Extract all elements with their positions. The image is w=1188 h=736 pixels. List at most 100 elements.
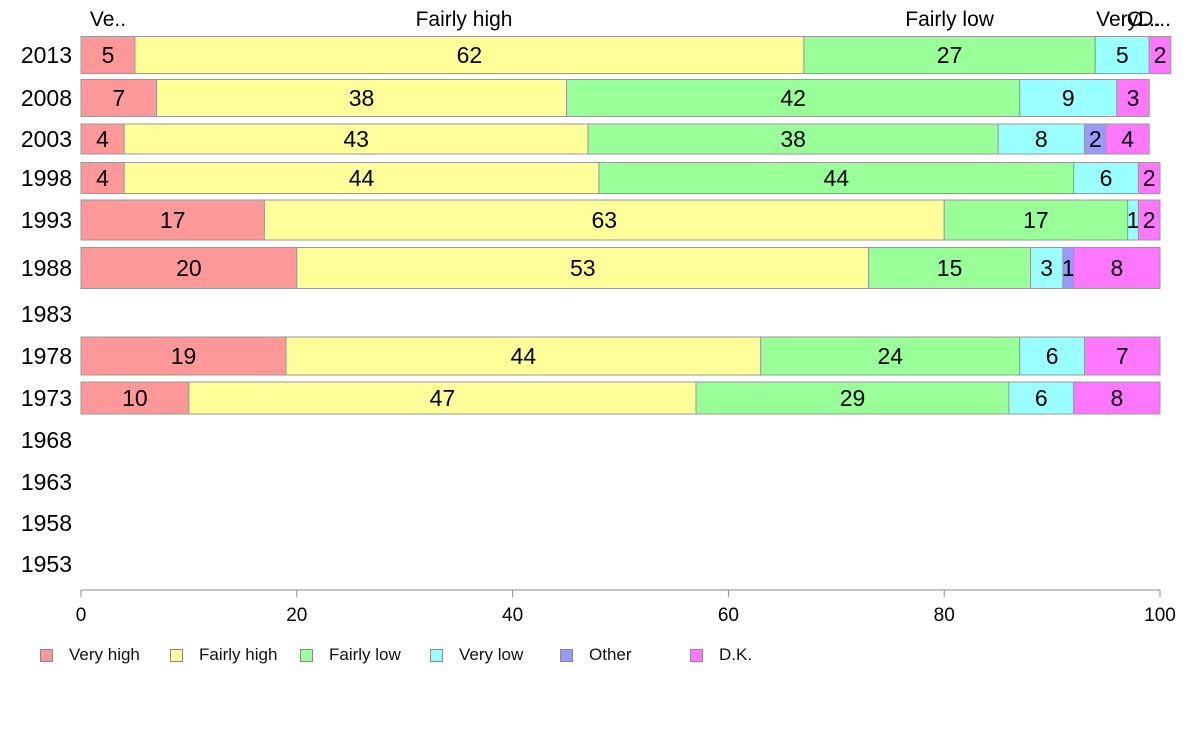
legend: Very high Fairly high Fairly low Very low Ot…: [40, 645, 800, 667]
bar-segment: [80, 162, 125, 194]
y-tick-label: 1998: [21, 165, 72, 191]
top-series-label: O...: [1127, 8, 1161, 31]
legend-swatch: [170, 648, 183, 662]
bar-value-label: 44: [511, 343, 537, 369]
top-series-label: D...: [1138, 8, 1171, 31]
legend-label: Fairly low: [329, 645, 401, 664]
y-tick-label: 1963: [21, 469, 72, 495]
legend-swatch: [560, 648, 573, 662]
bar-segment: [1148, 36, 1172, 74]
bar-value-label: 8: [1035, 126, 1048, 152]
legend-swatch: [40, 648, 53, 662]
bar-segment: [80, 336, 287, 376]
bar-value-label: 19: [171, 343, 197, 369]
bar-value-label: 27: [937, 42, 963, 68]
bar-value-label: 6: [1100, 165, 1113, 191]
bar-value-label: 44: [349, 165, 375, 191]
bar-segment: [1073, 381, 1161, 415]
bar-value-label: 47: [430, 385, 456, 411]
bar-value-label: 62: [457, 42, 483, 68]
bar-value-label: 4: [96, 126, 109, 152]
x-tick-label: 80: [934, 605, 955, 626]
top-series-label: Very..: [1096, 8, 1148, 31]
bars: 5 62 27 5 27 38 42 9 34 43 38 8 2 44 44 44 6 217 63 17 1 220 5…: [80, 36, 1172, 415]
legend-item: D.K.: [690, 645, 752, 665]
legend-label: Fairly high: [199, 645, 278, 664]
legend-item: Other: [560, 645, 632, 665]
bar-value-label: 2: [1154, 42, 1167, 68]
y-tick-label: 1983: [21, 301, 72, 327]
bar-value-label: 8: [1110, 385, 1123, 411]
bar-value-label: 1: [1127, 207, 1140, 233]
legend-label: Other: [589, 645, 632, 664]
bar-value-label: 5: [1116, 42, 1129, 68]
top-series-labels: Ve.. Fairly high Fairly low Very..O...D...: [90, 8, 1171, 31]
bar-value-label: 7: [112, 85, 125, 111]
bar-segment: [943, 199, 1129, 241]
bar-segment: [296, 247, 870, 289]
bar-segment: [1073, 247, 1161, 289]
legend-item: Very high: [40, 645, 140, 665]
legend-swatch: [690, 648, 703, 662]
y-tick-label: 1978: [21, 343, 72, 369]
bar-value-label: 38: [780, 126, 806, 152]
legend-swatch: [300, 648, 313, 662]
bar-segment: [123, 123, 589, 155]
bar-segment: [1083, 336, 1161, 376]
bar-value-label: 2: [1143, 165, 1156, 191]
bar-value-label: 5: [102, 42, 115, 68]
y-tick-label: 2008: [21, 85, 72, 111]
bar-segment: [1137, 162, 1161, 194]
bar-segment: [1073, 162, 1139, 194]
bar-segment: [803, 36, 1096, 74]
bar-segment: [263, 199, 945, 241]
bar-segment: [285, 336, 762, 376]
bar-value-label: 20: [176, 255, 202, 281]
bar-segment: [1137, 199, 1161, 241]
legend-item: Fairly high: [170, 645, 277, 665]
x-tick-label: 60: [718, 605, 739, 626]
bar-value-label: 3: [1127, 85, 1140, 111]
y-tick-label: 1973: [21, 385, 72, 411]
bar-segment: [598, 162, 1075, 194]
legend-item: Fairly low: [300, 645, 401, 665]
bar-segment: [1008, 381, 1075, 415]
bar-segment: [868, 247, 1032, 289]
bar-value-label: 6: [1035, 385, 1048, 411]
x-tick-label: 40: [502, 605, 523, 626]
bar-value-label: 9: [1062, 85, 1075, 111]
x-tick-label: 0: [76, 605, 87, 626]
y-tick-label: 2003: [21, 126, 72, 152]
legend-label: Very high: [69, 645, 140, 664]
bar-value-label: 1: [1062, 255, 1075, 281]
bar-segment: [188, 381, 697, 415]
bar-segment: [156, 79, 568, 117]
top-series-label: Ve..: [90, 8, 126, 31]
bar-value-label: 4: [96, 165, 109, 191]
legend-label: D.K.: [719, 645, 753, 664]
bar-segment: [80, 79, 158, 117]
bar-value-label: 10: [122, 385, 148, 411]
bar-value-label: 38: [349, 85, 375, 111]
bar-value-label: 3: [1040, 255, 1053, 281]
bar-segment: [1019, 79, 1118, 117]
y-tick-label: 1968: [21, 427, 72, 453]
bar-value-label: 43: [343, 126, 369, 152]
y-axis-labels: 2013 2008 2003 1998 1993 1988 1983 1978 1973 1968…: [21, 42, 72, 577]
y-tick-label: 1958: [21, 510, 72, 536]
bar-value-label: 53: [570, 255, 596, 281]
legend-item: Very low: [430, 645, 523, 665]
bar-segment: [566, 79, 1021, 117]
bar-segment: [80, 36, 136, 74]
bar-value-label: 17: [160, 207, 186, 233]
legend-label: Very low: [459, 645, 524, 664]
y-tick-label: 1993: [21, 207, 72, 233]
bar-segment: [1116, 79, 1150, 117]
bar-value-label: 8: [1110, 255, 1123, 281]
bar-segment: [1030, 247, 1064, 289]
top-series-label: Fairly high: [416, 8, 513, 31]
bar-value-label: 42: [780, 85, 806, 111]
bar-segment: [587, 123, 999, 155]
bar-value-label: 2: [1143, 207, 1156, 233]
